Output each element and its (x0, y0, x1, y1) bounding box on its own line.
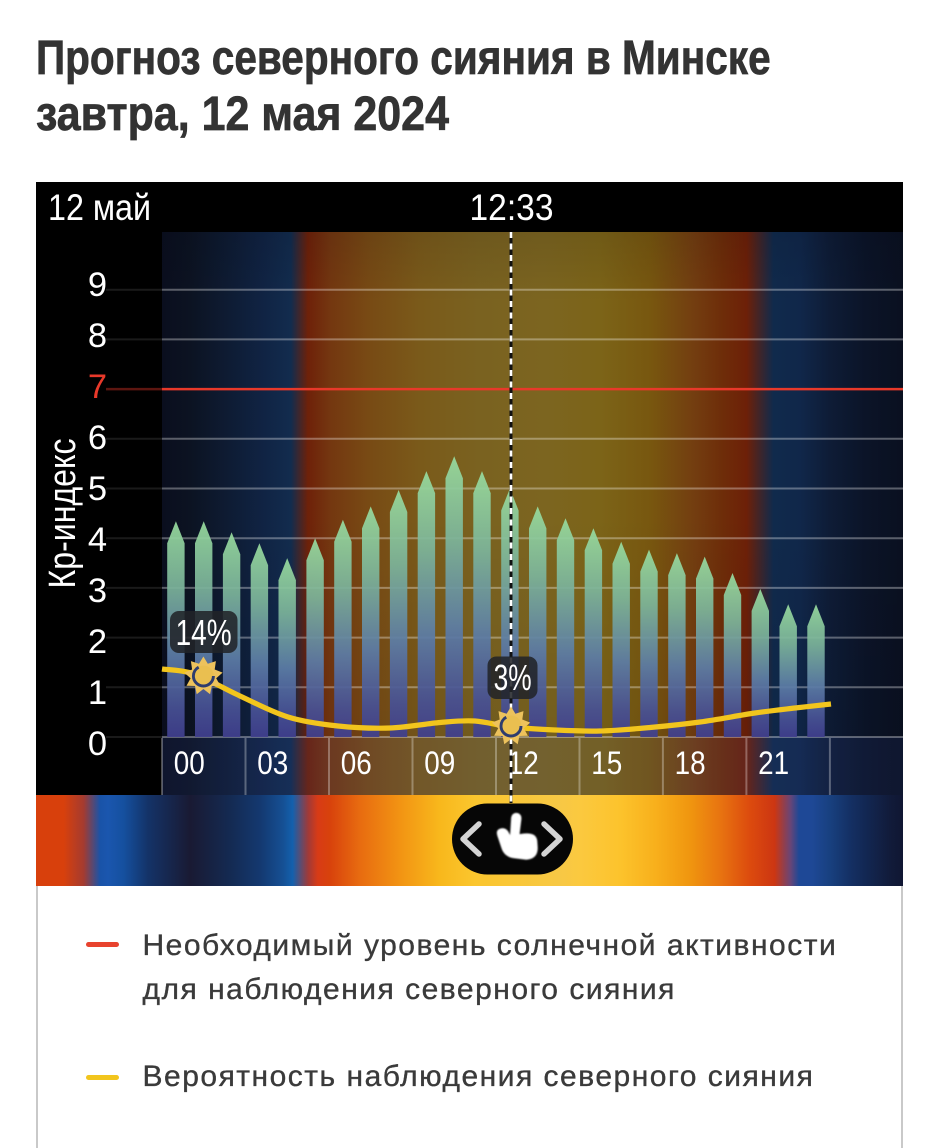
svg-text:7: 7 (88, 368, 107, 406)
svg-text:1: 1 (88, 674, 107, 712)
svg-text:9: 9 (88, 266, 107, 304)
svg-text:21: 21 (758, 745, 789, 781)
svg-text:3%: 3% (494, 657, 532, 698)
svg-text:2: 2 (88, 623, 107, 661)
svg-text:Кр-индекс: Кр-индекс (42, 439, 84, 589)
svg-text:14%: 14% (176, 612, 232, 653)
svg-text:12:33: 12:33 (470, 186, 554, 228)
svg-text:09: 09 (424, 745, 455, 781)
svg-text:15: 15 (591, 745, 622, 781)
svg-text:6: 6 (88, 419, 107, 457)
svg-text:18: 18 (675, 745, 706, 781)
svg-text:03: 03 (257, 745, 288, 781)
svg-text:8: 8 (88, 317, 107, 355)
svg-text:3: 3 (88, 572, 107, 610)
svg-text:00: 00 (174, 745, 205, 781)
svg-text:06: 06 (341, 745, 372, 781)
svg-text:12 май: 12 май (48, 186, 151, 228)
svg-text:4: 4 (88, 521, 107, 559)
svg-text:5: 5 (88, 470, 107, 508)
svg-text:12: 12 (508, 745, 539, 781)
svg-text:0: 0 (88, 725, 107, 763)
